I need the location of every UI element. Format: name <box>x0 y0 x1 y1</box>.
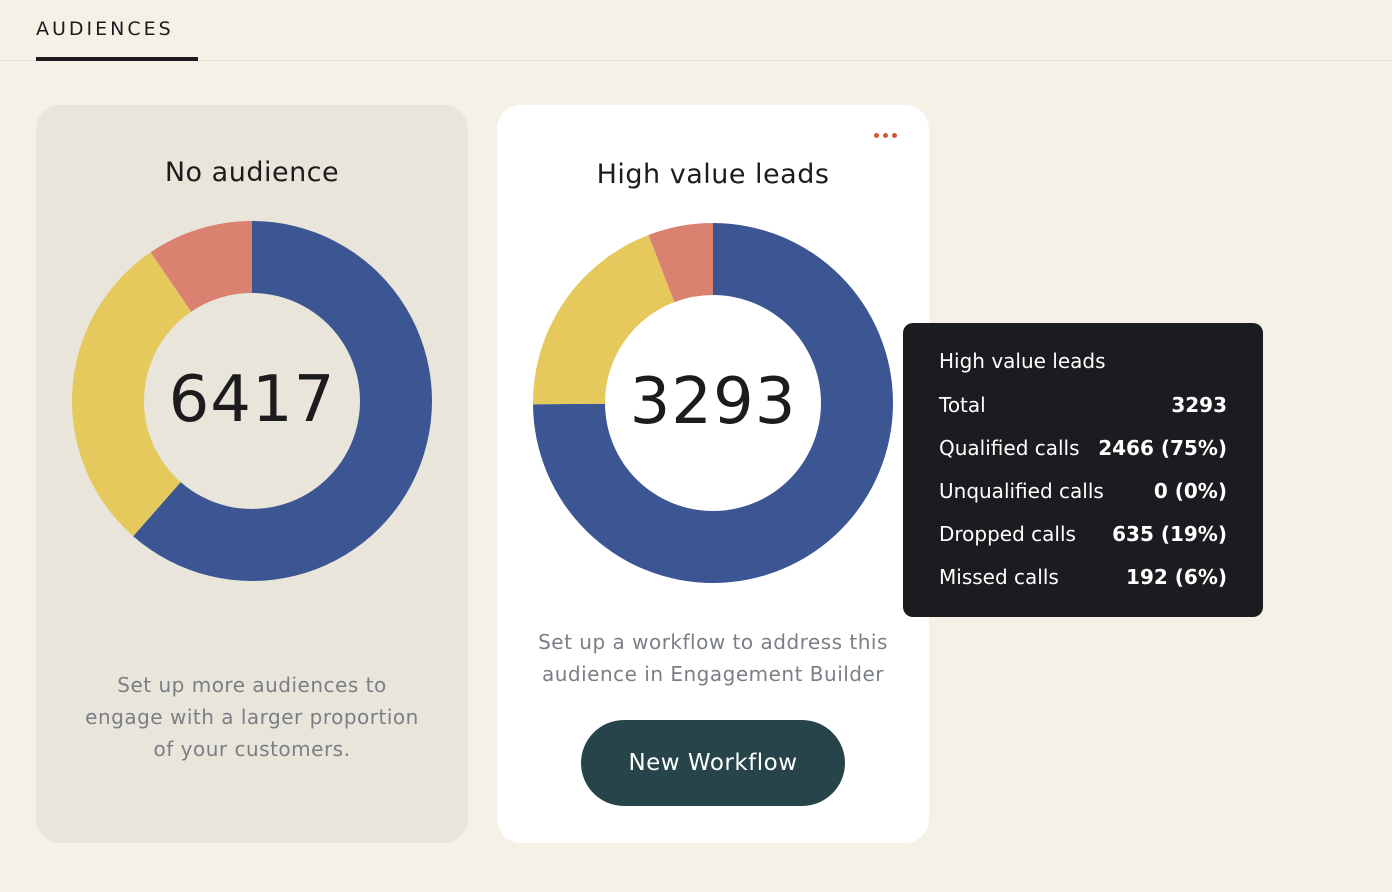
donut-slice[interactable] <box>648 223 713 303</box>
audience-total: 6417 <box>168 363 336 437</box>
description-line: engage with a larger proportion <box>85 705 419 729</box>
tooltip-value: 0 (0%) <box>1153 478 1227 503</box>
card-title: High value leads <box>596 159 830 190</box>
more-horizontal-icon[interactable] <box>865 123 905 147</box>
description-line: Set up more audiences to <box>117 673 387 697</box>
new-workflow-button[interactable]: New Workflow <box>581 720 845 806</box>
card-description: Set up a workflow to address this audien… <box>517 626 909 690</box>
tooltip-row: Qualified calls 2466 (75%) <box>939 426 1227 469</box>
card-description: Set up more audiences to engage with a l… <box>56 669 448 765</box>
description-line: of your customers. <box>153 737 351 761</box>
tooltip-title: High value leads <box>939 349 1106 373</box>
tooltip-label: Qualified calls <box>939 435 1080 460</box>
tooltip-value: 192 (6%) <box>1126 564 1227 589</box>
tooltip-row: Total 3293 <box>939 383 1227 426</box>
card-title: No audience <box>164 157 340 188</box>
donut-slice[interactable] <box>533 234 675 405</box>
description-line: Set up a workflow to address this <box>538 630 888 654</box>
tooltip-row: Missed calls 192 (6%) <box>939 555 1227 598</box>
tooltip-label: Dropped calls <box>939 521 1076 546</box>
description-line: audience in Engagement Builder <box>541 662 885 686</box>
tooltip-value: 2466 (75%) <box>1098 435 1227 460</box>
tooltip-value: 635 (19%) <box>1112 521 1227 546</box>
no-audience-donut-chart <box>71 221 432 581</box>
tooltip-value: 3293 <box>1171 392 1227 417</box>
tooltip-label: Total <box>939 392 986 417</box>
no-audience-card: No audience 6417 Set up more audiences t… <box>36 105 468 843</box>
donut-slice[interactable] <box>71 252 192 537</box>
tooltip-row: Dropped calls 635 (19%) <box>939 512 1227 555</box>
audience-total: 3293 <box>629 365 797 439</box>
donut-slice[interactable] <box>133 221 432 581</box>
tooltip-label: Missed calls <box>939 564 1059 589</box>
tab-bar: AUDIENCES <box>0 0 1392 61</box>
chart-tooltip: High value leads Total 3293 Qualified ca… <box>903 323 1263 617</box>
tooltip-label: Unqualified calls <box>939 478 1104 503</box>
tab-audiences[interactable]: AUDIENCES <box>36 18 198 61</box>
high-value-leads-card: High value leads 3293 Set up a workflow … <box>497 105 929 843</box>
donut-slice[interactable] <box>150 221 252 312</box>
high-value-leads-donut-chart <box>533 223 893 583</box>
donut-slice[interactable] <box>533 223 893 583</box>
tooltip-row: Unqualified calls 0 (0%) <box>939 469 1227 512</box>
